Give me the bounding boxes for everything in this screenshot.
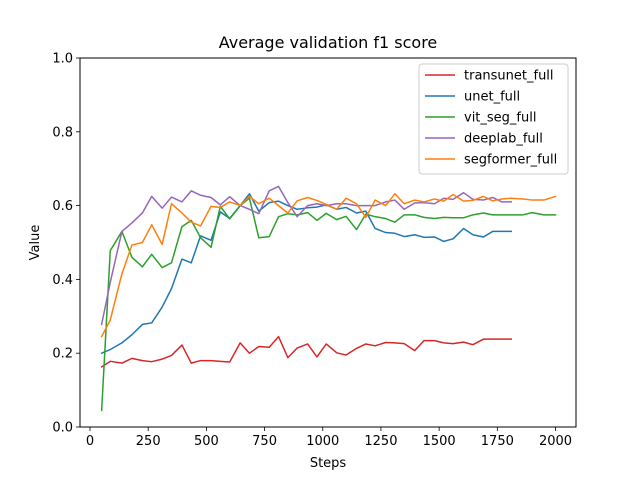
series-line-vit_seg_full xyxy=(100,197,557,412)
legend-label-segformer_full: segformer_full xyxy=(464,153,557,168)
legend-label-vit_seg_full: vit_seg_full xyxy=(464,111,536,126)
series-line-deeplab_full xyxy=(100,185,513,326)
x-axis-ticks: 0 250 500 750 1000 1250 1500 1750 2000 xyxy=(86,427,572,449)
y-tick-label: 0.6 xyxy=(52,199,73,214)
x-tick-label: 0 xyxy=(86,434,94,449)
series-line-unet_full xyxy=(100,193,513,355)
series-layer xyxy=(100,185,557,412)
legend-label-unet_full: unet_full xyxy=(464,90,520,105)
x-tick-label: 500 xyxy=(194,434,219,449)
y-axis-label: Value xyxy=(28,225,43,261)
y-tick-label: 0.8 xyxy=(52,125,73,140)
legend-label-deeplab_full: deeplab_full xyxy=(464,132,543,147)
x-tick-label: 250 xyxy=(136,434,161,449)
y-tick-label: 1.0 xyxy=(52,52,73,67)
y-tick-label: 0.4 xyxy=(52,273,73,288)
y-axis-ticks: 0.0 0.2 0.4 0.6 0.8 1.0 xyxy=(52,52,80,436)
legend-label-transunet_full: transunet_full xyxy=(464,69,554,84)
x-tick-label: 2000 xyxy=(539,434,572,449)
x-tick-label: 1250 xyxy=(364,434,397,449)
chart-title: Average validation f1 score xyxy=(219,33,438,52)
series-line-segformer_full xyxy=(100,193,557,338)
legend-frame xyxy=(418,63,569,175)
y-tick-label: 0.2 xyxy=(52,347,73,362)
series-line-transunet_full xyxy=(100,335,513,368)
x-tick-label: 1000 xyxy=(306,434,339,449)
y-tick-label: 0.0 xyxy=(52,421,73,436)
x-tick-label: 1500 xyxy=(423,434,456,449)
x-tick-label: 1750 xyxy=(481,434,514,449)
x-tick-label: 750 xyxy=(252,434,277,449)
legend: transunet_full unet_full vit_seg_fulldeepl… xyxy=(418,63,569,175)
axes-frame xyxy=(79,57,577,428)
x-axis-label: Steps xyxy=(310,456,347,471)
